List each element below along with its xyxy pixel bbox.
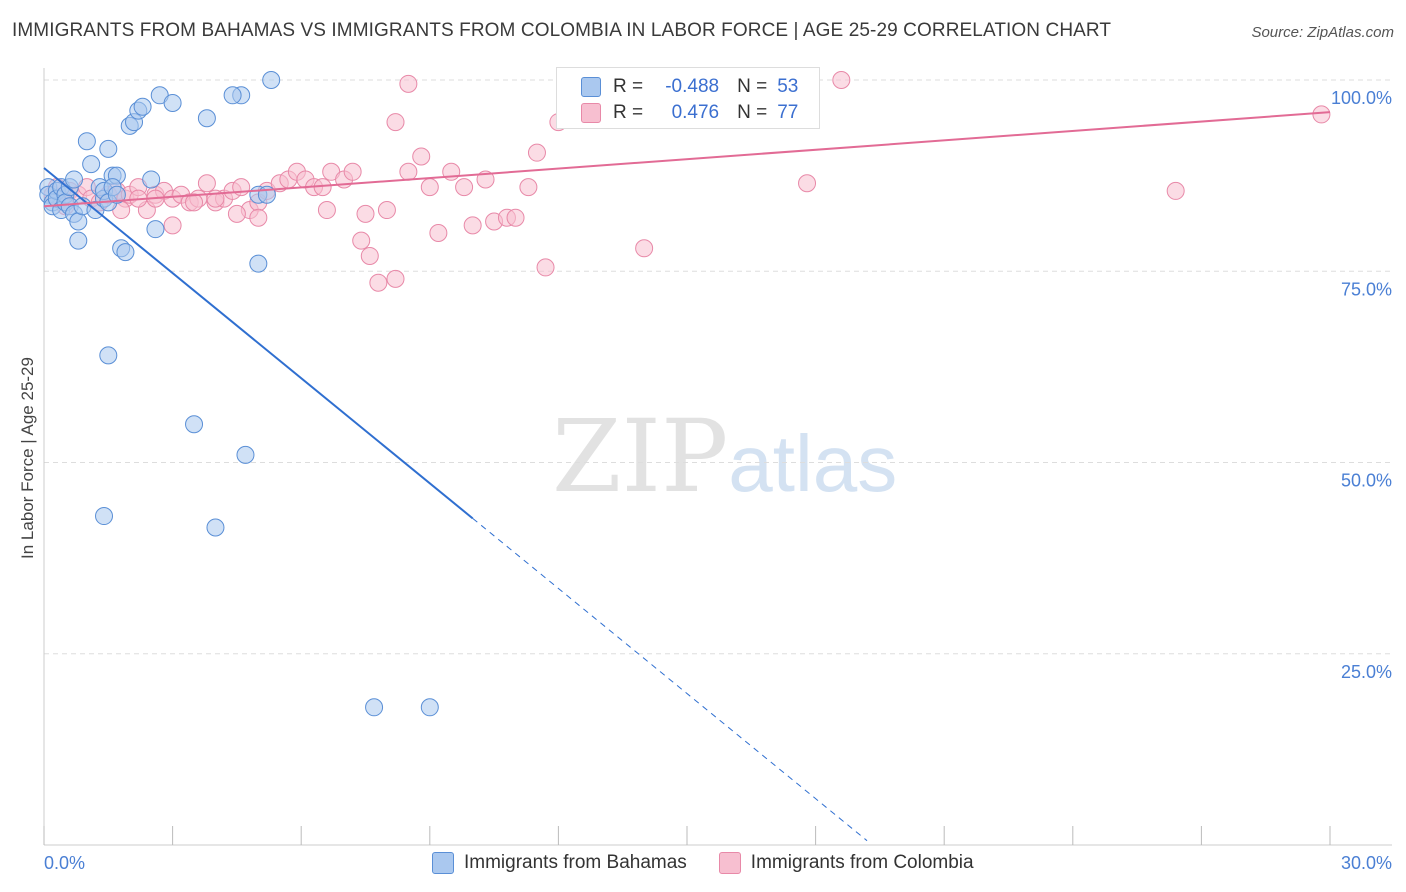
colombia-point (420, 178, 439, 197)
colombia-point (343, 162, 362, 181)
colombia-point (360, 246, 379, 265)
colombia-point (506, 208, 525, 227)
colombia-point (399, 162, 418, 181)
bahamas-point (82, 155, 101, 174)
stats-row-bahamas: R = -0.488 N = 53 (581, 75, 798, 99)
legend-bahamas-swatch (432, 852, 454, 874)
bahamas-point (262, 71, 281, 89)
bahamas-trendline (43, 167, 474, 520)
bahamas-point (163, 93, 182, 112)
bahamas-point (95, 507, 114, 526)
n-value-colombia: 77 (777, 102, 799, 123)
stats-box: R = -0.488 N = 53 R = 0.476 N = 77 (556, 67, 820, 129)
colombia-point (185, 193, 204, 212)
legend-item-bahamas[interactable]: Immigrants from Bahamas (432, 852, 687, 874)
bahamas-point (249, 254, 268, 273)
bahamas-point (69, 212, 88, 231)
bahamas-point (77, 132, 96, 151)
bahamas-point (206, 518, 225, 537)
colombia-point (1166, 181, 1185, 200)
chart-title: IMMIGRANTS FROM BAHAMAS VS IMMIGRANTS FR… (12, 20, 1112, 41)
y-tick-label: 100.0% (1331, 88, 1392, 108)
colombia-point (399, 74, 418, 93)
colombia-point (386, 269, 405, 288)
colombia-point (369, 273, 388, 292)
colombia-point (386, 113, 405, 132)
r-label: R = (613, 102, 644, 123)
legend-colombia-label: Immigrants from Colombia (750, 852, 974, 873)
x-tick-label: 0.0% (44, 853, 85, 873)
r-value-bahamas: -0.488 (665, 76, 720, 97)
y-tick-label: 50.0% (1341, 471, 1392, 491)
bahamas-point (133, 97, 152, 116)
colombia-point (356, 204, 375, 223)
legend-item-colombia[interactable]: Immigrants from Colombia (718, 852, 974, 874)
bahamas-point (99, 346, 118, 365)
colombia-point (527, 143, 546, 162)
colombia-point (429, 224, 448, 242)
bahamas-point (236, 445, 255, 464)
colombia-point (536, 258, 555, 277)
colombia-point (455, 178, 474, 197)
colombia-point (227, 204, 246, 223)
colombia-trendline (43, 111, 1331, 208)
bahamas-point (107, 185, 126, 204)
colombia-point (197, 174, 216, 193)
watermark: ZIPatlas (552, 398, 897, 515)
colombia-point (463, 216, 482, 235)
bahamas-point (99, 139, 118, 158)
legend-colombia-swatch (718, 852, 741, 874)
bahamas-point (197, 109, 216, 128)
source-label: Source: ZipAtlas.com (1251, 24, 1394, 41)
bahamas-point (146, 220, 165, 239)
y-tick-label: 25.0% (1341, 662, 1392, 682)
n-label: N = (737, 102, 768, 123)
y-axis-label: In Labor Force | Age 25-29 (18, 357, 37, 559)
colombia-point (249, 208, 268, 227)
colombia-point (352, 231, 371, 250)
bahamas-point (65, 170, 84, 189)
n-value-bahamas: 53 (777, 76, 799, 97)
n-label: N = (737, 76, 768, 97)
colombia-point (1312, 105, 1331, 124)
colombia-point (635, 239, 654, 258)
colombia-point (832, 71, 851, 89)
legend: Immigrants from Bahamas Immigrants from … (432, 852, 1006, 874)
r-label: R = (613, 76, 644, 97)
colombia-swatch (581, 103, 601, 123)
bahamas-point (365, 698, 384, 717)
bahamas-trendline-extension (472, 517, 868, 842)
bahamas-point (69, 231, 88, 250)
bahamas-point (116, 243, 135, 262)
colombia-point (798, 174, 817, 193)
x-tick-label: 30.0% (1341, 853, 1392, 873)
watermark-zip: ZIP (552, 398, 729, 515)
bahamas-point (223, 86, 242, 105)
bahamas-point (420, 698, 439, 717)
bahamas-swatch (581, 77, 601, 97)
colombia-point (317, 201, 336, 220)
bahamas-point (185, 415, 204, 434)
stats-row-colombia: R = 0.476 N = 77 (581, 101, 798, 125)
colombia-point (412, 147, 431, 166)
r-value-colombia: 0.476 (671, 102, 720, 123)
colombia-point (377, 201, 396, 220)
y-tick-label: 75.0% (1341, 279, 1392, 299)
bahamas-point (142, 170, 161, 189)
colombia-point (163, 216, 182, 235)
watermark-atlas: atlas (728, 419, 898, 508)
colombia-point (519, 178, 538, 197)
legend-bahamas-label: Immigrants from Bahamas (464, 852, 687, 873)
